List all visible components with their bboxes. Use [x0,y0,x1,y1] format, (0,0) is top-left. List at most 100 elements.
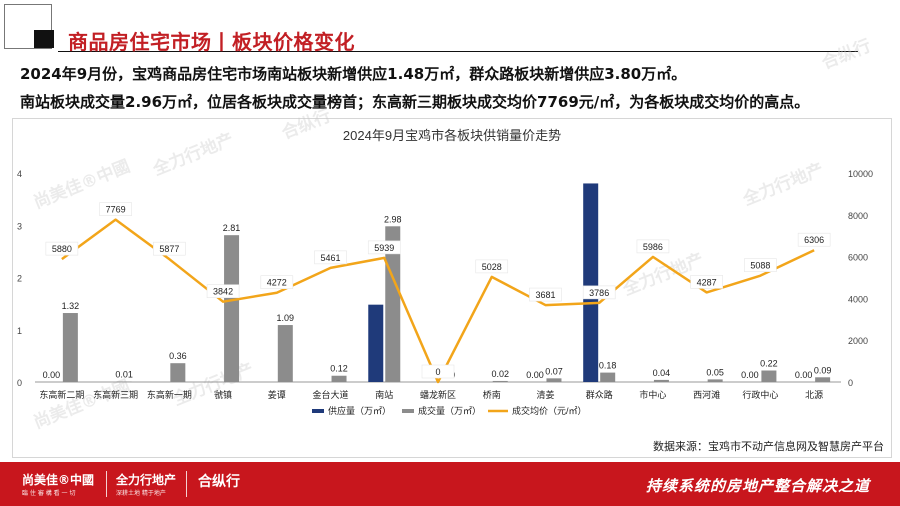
right-tick-label: 4000 [848,294,868,304]
right-tick-label: 8000 [848,211,868,221]
price-value-label: 5028 [482,262,502,272]
price-value-label: 5877 [159,244,179,254]
summary-line-1: 2024年9月份，宝鸡商品房住宅市场南站板块新增供应1.48万㎡，群众路板块新增… [20,65,687,83]
deal-value-label: 2.81 [223,223,241,233]
left-tick-label: 4 [17,169,22,179]
deal-bar [815,377,831,382]
price-label-box [153,241,186,256]
x-tick-label: 东高新二期 [39,389,84,400]
x-tick-label: 姜谭 [268,389,286,400]
title-corner-frame [4,4,52,49]
price-label-box [582,285,616,300]
supply-value-label: 0.00 [43,370,61,380]
deal-bar [62,313,78,382]
price-value-label: 0 [435,367,440,377]
deal-bar [116,381,132,382]
price-value-label: 4287 [697,277,717,287]
chart-legend: 供应量（万㎡） 成交量（万㎡） 成交均价（元/㎡） [312,405,587,416]
price-label-box [636,239,670,254]
price-value-label: 5986 [643,242,663,252]
deal-value-label: 0.07 [545,366,563,376]
price-label-box [314,250,347,265]
price-label: 4287 [690,275,723,289]
legend-swatch [312,409,324,413]
price-label: 3842 [206,284,240,299]
price-label-box [421,364,455,379]
deal-value-label: 0.18 [599,361,617,371]
price-label-box [99,202,132,216]
x-tick-label: 金台大道 [313,389,349,400]
x-tick-label: 行政中心 [742,389,778,400]
price-label-box [475,259,509,274]
price-line [61,218,815,384]
legend-label: 供应量（万㎡） [328,405,391,416]
chart-bars [62,183,831,382]
deal-bar [331,375,347,382]
price-value-label: 7769 [106,205,126,215]
right-tick-label: 6000 [848,253,868,263]
left-tick-label: 1 [17,326,22,336]
footer-brand-2-sub: 深耕土地 精于地产 [116,490,166,497]
title-marker [34,30,54,48]
deal-value-label: 2.98 [384,214,402,224]
footer-separator [186,471,187,497]
deal-bar [277,325,293,382]
price-label: 7769 [99,202,132,216]
chart-title: 2024年9月宝鸡市各板块供销量价走势 [343,128,561,143]
price-label-box [690,275,723,289]
chart-frame [12,118,892,458]
price-label: 5986 [636,239,670,254]
supply-value-label: 0.00 [741,370,759,380]
price-label-box [206,284,240,299]
x-tick-label: 东高新三期 [93,389,138,400]
source-note: 数据来源：宝鸡市不动产信息网及智慧房产平台 [653,440,884,453]
deal-bar [761,370,777,382]
deal-value-label: 0.12 [330,364,348,374]
price-label: 0 [421,364,455,379]
deal-bar [707,379,723,382]
x-tick-label: 市中心 [639,389,666,400]
left-tick-label: 2 [17,274,22,284]
price-value-label: 4272 [267,278,287,288]
deal-value-label: 0.02 [491,369,509,379]
footer-brand-1-sub: 臨 住 審 構 看 一 切 [22,490,76,497]
price-value-label: 5088 [750,261,770,271]
x-tick-label: 桥南 [483,389,501,400]
deal-value-label: 1.09 [277,313,295,323]
price-label: 5088 [744,258,777,272]
supply-value-label: 0.00 [526,370,544,380]
footer-slogan: 持续系统的房地产整合解决之道 [645,477,870,495]
chart-price-line [61,218,815,384]
price-label-box [367,240,401,255]
deal-bar [224,235,240,382]
price-label-box [260,275,294,290]
supply-value-label: 0.00 [795,370,813,380]
price-label-box [744,258,777,272]
price-label: 5461 [314,250,347,265]
chart-axes: 0 1 2 3 4 0 2000 4000 6000 8000 10000 东高新二期 东高新三期 东高新… [17,169,873,400]
deal-value-label: 0.04 [653,368,671,378]
x-tick-label: 西河滩 [693,389,720,400]
deal-value-label: 0.22 [760,359,778,369]
page-title: 商品房住宅市场丨板块价格变化 [68,30,355,54]
price-label: 3786 [582,285,616,300]
footer-brand-2: 全力行地产 [116,473,177,487]
price-label: 5880 [45,241,79,256]
supply-bar [368,304,384,382]
price-label: 6306 [797,232,831,247]
price-value-label: 6306 [804,235,824,245]
legend-swatch [402,409,414,413]
footer-bar: 尚美佳®中國 臨 住 審 構 看 一 切 全力行地产 深耕土地 精于地产 合纵行… [0,462,900,506]
price-label: 4272 [260,275,294,290]
chart-data-labels: 1.32 0.00 0.01 0.36 2.81 1.09 0.12 2.98 0.00 0.02… [43,202,831,380]
x-tick-label: 虢镇 [214,389,232,400]
price-value-label: 5880 [52,244,72,254]
price-value-label: 5461 [321,253,341,263]
deal-value-label: 0.05 [706,367,724,377]
title-underline [58,28,858,52]
deal-value-label: 0.36 [169,351,187,361]
price-label: 5028 [475,259,509,274]
price-value-label: 3842 [213,287,233,297]
supply-bar [583,183,599,382]
price-label-box [529,287,562,302]
